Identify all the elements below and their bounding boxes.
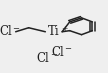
Text: Cl: Cl xyxy=(37,52,50,65)
Text: Ti: Ti xyxy=(48,25,59,38)
Text: +: + xyxy=(61,25,67,33)
Text: −: − xyxy=(50,51,57,59)
Text: Cl: Cl xyxy=(0,25,12,38)
Text: −: − xyxy=(12,25,19,33)
Text: −: − xyxy=(64,45,71,53)
Text: Cl: Cl xyxy=(51,46,64,59)
